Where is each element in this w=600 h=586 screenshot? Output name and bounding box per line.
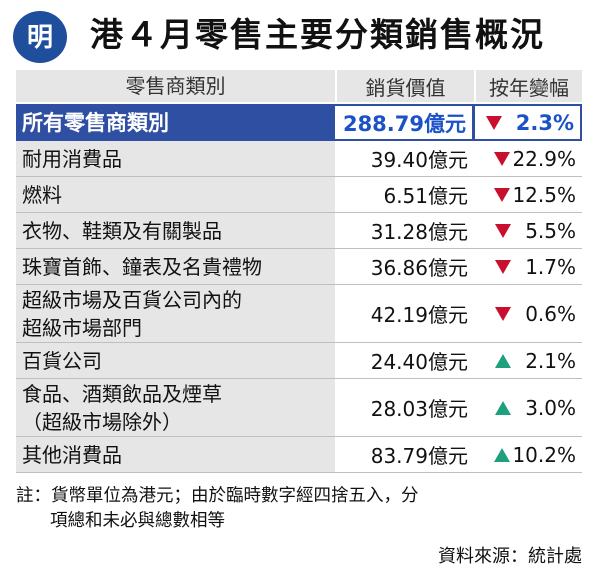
retail-sales-table: 零售商類別 銷貨價值 按年變幅 所有零售商類別 288.79億元 2.3% 耐用… [16,70,582,473]
change-cell: 5.5% [474,213,582,248]
up-triangle-icon [495,353,512,368]
total-category: 所有零售商類別 [16,104,335,141]
page-title: 港４月零售主要分類銷售概況 [90,15,545,54]
down-triangle-icon [494,151,511,166]
category-cell: 其他消費品 [16,437,335,472]
value-cell: 83.79億元 [335,437,474,472]
change-cell: 10.2% [474,437,582,472]
down-triangle-icon [495,223,512,238]
change-cell: 12.5% [474,177,582,212]
up-triangle-icon [495,400,512,415]
category-cell: 衣物、鞋類及有關製品 [16,213,335,248]
table-row: 耐用消費品 39.40億元 22.9% [16,141,582,177]
category-cell: 珠寶首飾、鐘表及名貴禮物 [16,249,335,284]
value-cell: 6.51億元 [335,177,474,212]
total-change: 2.3% [474,104,582,141]
category-cell: 燃料 [16,177,335,212]
column-header-category: 零售商類別 [125,74,226,98]
value-cell: 28.03億元 [335,379,474,436]
value-cell: 42.19億元 [335,285,474,342]
table-row: 其他消費品 83.79億元 10.2% [16,437,582,473]
table-row: 食品、酒類飲品及煙草 （超級市場除外） 28.03億元 3.0% [16,379,582,437]
table-row: 衣物、鞋類及有關製品 31.28億元 5.5% [16,213,582,249]
total-value: 288.79億元 [335,104,474,141]
svg-text:明: 明 [27,23,53,53]
table-row: 超級市場及百貨公司內的 超級市場部門 42.19億元 0.6% [16,285,582,343]
table-header: 零售商類別 銷貨價值 按年變幅 [16,70,582,102]
value-cell: 36.86億元 [335,249,474,284]
change-cell: 2.1% [474,343,582,378]
change-cell: 22.9% [474,141,582,176]
column-header-value: 銷貨價值 [335,70,474,102]
category-cell: 食品、酒類飲品及煙草 （超級市場除外） [16,379,335,436]
footnote: 註：貨幣單位為港元；由於臨時數字經四捨五入，分 項總和未必與總數相等 [16,484,586,534]
value-cell: 39.40億元 [335,141,474,176]
category-cell: 耐用消費品 [16,141,335,176]
change-cell: 3.0% [474,379,582,436]
table-row: 燃料 6.51億元 12.5% [16,177,582,213]
column-header-change: 按年變幅 [474,70,582,102]
value-cell: 31.28億元 [335,213,474,248]
table-row: 珠寶首飾、鐘表及名貴禮物 36.86億元 1.7% [16,249,582,285]
footnote-line-1: 註：貨幣單位為港元；由於臨時數字經四捨五入，分 [16,486,419,506]
ming-pao-logo-icon: 明 [13,11,67,63]
header: 明 港４月零售主要分類銷售概況 [0,0,600,70]
category-cell: 超級市場及百貨公司內的 超級市場部門 [16,285,335,342]
change-cell: 1.7% [474,249,582,284]
table-body: 耐用消費品 39.40億元 22.9% 燃料 6.51億元 12.5% 衣物、鞋… [16,141,582,473]
change-cell: 0.6% [474,285,582,342]
up-triangle-icon [494,447,511,462]
down-triangle-icon [485,115,502,130]
source-credit: 資料來源：統計處 [438,546,582,567]
value-cell: 24.40億元 [335,343,474,378]
down-triangle-icon [495,259,512,274]
table-row: 百貨公司 24.40億元 2.1% [16,343,582,379]
down-triangle-icon [495,306,512,321]
down-triangle-icon [494,187,511,202]
footnote-line-2: 項總和未必與總數相等 [50,511,225,531]
category-cell: 百貨公司 [16,343,335,378]
table-row-total: 所有零售商類別 288.79億元 2.3% [16,104,582,141]
